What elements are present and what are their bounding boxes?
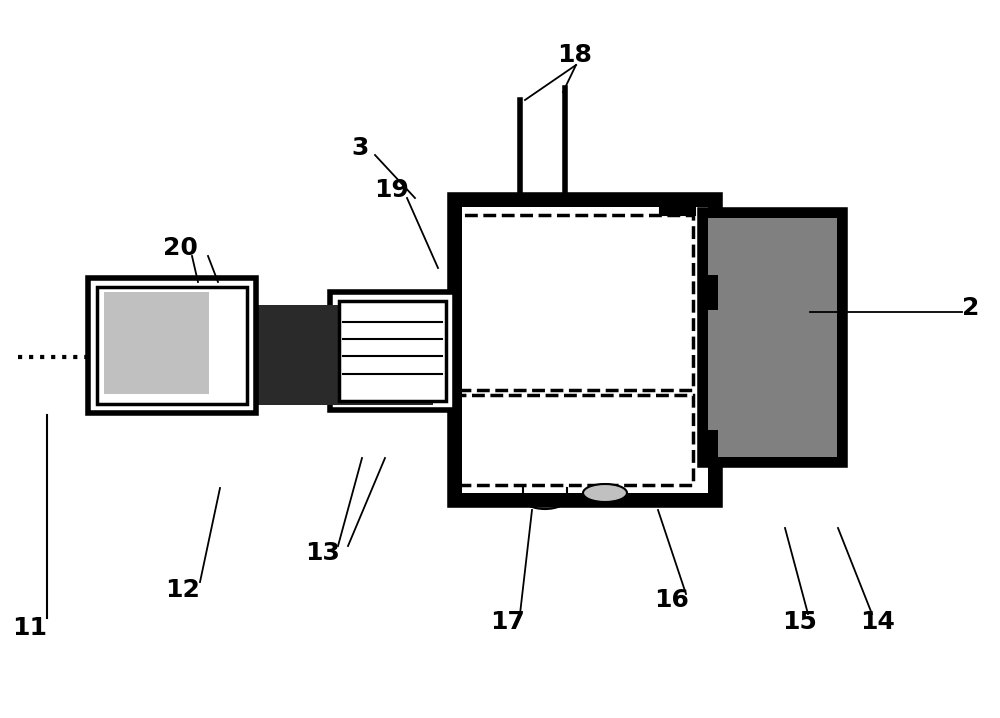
- Bar: [698, 430, 718, 465]
- Bar: [97, 287, 247, 404]
- Text: 2: 2: [962, 296, 979, 320]
- Bar: [450, 195, 720, 505]
- Bar: [698, 275, 718, 310]
- Text: 13: 13: [306, 541, 340, 565]
- Bar: [330, 292, 455, 410]
- Bar: [708, 218, 837, 457]
- Text: 20: 20: [163, 236, 197, 260]
- Bar: [339, 301, 446, 401]
- Text: 18: 18: [558, 43, 592, 67]
- Bar: [458, 395, 693, 485]
- Bar: [660, 195, 695, 215]
- Text: 14: 14: [861, 610, 895, 634]
- Text: 3: 3: [351, 136, 369, 160]
- Text: 11: 11: [12, 616, 48, 640]
- Bar: [458, 215, 693, 390]
- Text: 12: 12: [166, 578, 200, 602]
- Text: 17: 17: [491, 610, 525, 634]
- Bar: [88, 278, 256, 413]
- Bar: [462, 207, 708, 493]
- Text: 19: 19: [375, 178, 409, 202]
- Ellipse shape: [583, 484, 627, 502]
- Bar: [248, 305, 433, 405]
- Bar: [700, 210, 845, 465]
- Text: 15: 15: [783, 610, 817, 634]
- Text: 16: 16: [655, 588, 689, 612]
- Bar: [104, 292, 209, 394]
